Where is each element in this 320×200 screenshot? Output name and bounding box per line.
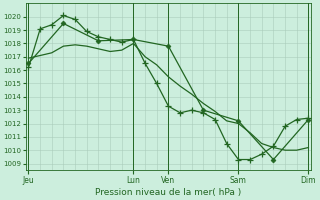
- X-axis label: Pression niveau de la mer( hPa ): Pression niveau de la mer( hPa ): [95, 188, 242, 197]
